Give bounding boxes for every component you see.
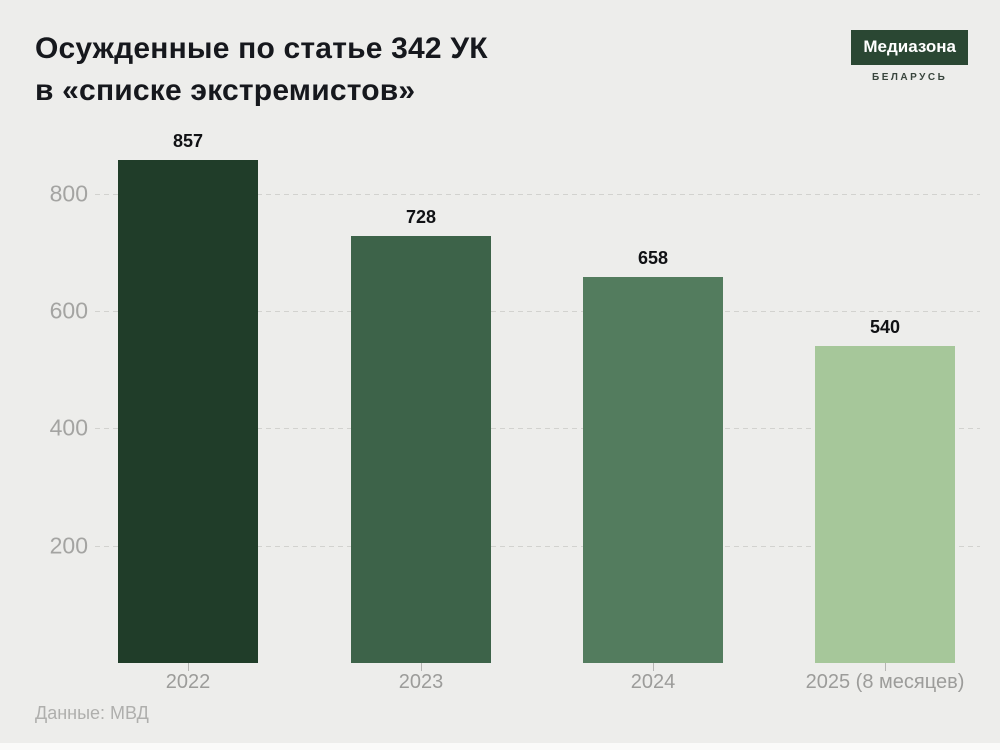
- xaxis-tick: [653, 662, 654, 671]
- ytick-label-200: 200: [49, 532, 88, 559]
- mediazona-logo: Медиазона БЕЛАРУСЬ: [851, 30, 968, 83]
- bar-value-label: 728: [405, 206, 437, 227]
- gridline-800: [95, 193, 980, 195]
- bar-value-label: 857: [172, 131, 204, 152]
- chart-title: Осужденные по статье 342 УК в «списке эк…: [35, 28, 488, 112]
- xaxis-tick: [188, 662, 189, 671]
- chart-title-line2: в «списке экстремистов»: [35, 74, 416, 107]
- bar-2025 (8 месяцев): 540 2025 (8 месяцев): [806, 317, 965, 693]
- mediazona-logo-box: Медиазона: [851, 30, 968, 65]
- chart-title-line1: Осужденные по статье 342 УК: [35, 32, 488, 65]
- ytick-label-800: 800: [49, 180, 88, 207]
- ytick-label-600: 600: [49, 297, 88, 324]
- bar-2023: 728 2023: [351, 207, 491, 693]
- gridline-200: [95, 545, 980, 547]
- bottom-strip: [0, 743, 1000, 750]
- xtick-label-2022: 2022: [165, 670, 211, 693]
- gridline-600: [95, 311, 980, 313]
- bar-2022: 857 2022: [118, 131, 258, 693]
- ytick-label-400: 400: [49, 414, 88, 441]
- xaxis-tick: [885, 662, 886, 671]
- xtick-label-2024: 2024: [630, 670, 676, 693]
- bar-2024: 658 2024: [583, 248, 723, 693]
- bar-value-label: 658: [637, 248, 669, 269]
- xaxis-tick: [421, 662, 422, 671]
- xtick-label-2025 (8 месяцев): 2025 (8 месяцев): [805, 670, 965, 693]
- mediazona-logo-region: БЕЛАРУСЬ: [872, 72, 948, 83]
- source-caption: Данные: МВД: [35, 703, 149, 723]
- bar-value-label: 540: [869, 317, 901, 338]
- xtick-label-2023: 2023: [398, 670, 444, 693]
- gridline-400: [95, 428, 980, 430]
